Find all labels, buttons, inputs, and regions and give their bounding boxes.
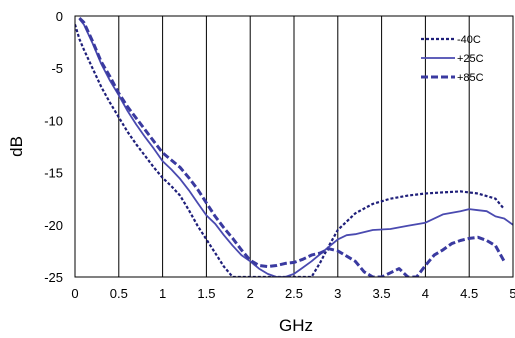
- series-layer: [75, 17, 513, 277]
- x-axis-title: GHz: [279, 316, 313, 335]
- y-axis-title: dB: [7, 136, 26, 157]
- x-tick-labels: 0 0.5 1 1.5 2 2.5 3 3.5 4 4.5 5: [71, 286, 515, 301]
- y-tick-label: -15: [44, 166, 63, 181]
- legend-label-1: -40C: [457, 34, 481, 46]
- x-tick-label: 0: [71, 286, 78, 301]
- y-tick-label: -25: [44, 270, 63, 285]
- grid-lines: [118, 16, 470, 277]
- x-tick-label: 3.5: [373, 286, 391, 301]
- series-line-3: [78, 17, 506, 277]
- x-tick-label: 2: [247, 286, 254, 301]
- x-tick-label: 5: [509, 286, 515, 301]
- legend: -40C +25C +85C: [421, 34, 484, 84]
- x-tick-label: 0.5: [110, 286, 128, 301]
- y-tick-label: -20: [44, 218, 63, 233]
- y-tick-label: -5: [51, 61, 63, 76]
- series-line-2: [78, 18, 513, 277]
- y-tick-labels: 0 -5 -10 -15 -20 -25: [44, 9, 63, 285]
- x-tick-label: 4.5: [460, 286, 478, 301]
- legend-label-3: +85C: [457, 72, 484, 84]
- x-tick-label: 1: [159, 286, 166, 301]
- x-tick-label: 4: [422, 286, 429, 301]
- x-tick-label: 1.5: [197, 286, 215, 301]
- x-tick-label: 3: [334, 286, 341, 301]
- x-tick-label: 2.5: [285, 286, 303, 301]
- y-tick-label: -10: [44, 113, 63, 128]
- plot-frame: [74, 15, 514, 278]
- series-line-1: [75, 24, 506, 277]
- y-tick-label: 0: [56, 9, 63, 24]
- legend-label-2: +25C: [457, 53, 484, 65]
